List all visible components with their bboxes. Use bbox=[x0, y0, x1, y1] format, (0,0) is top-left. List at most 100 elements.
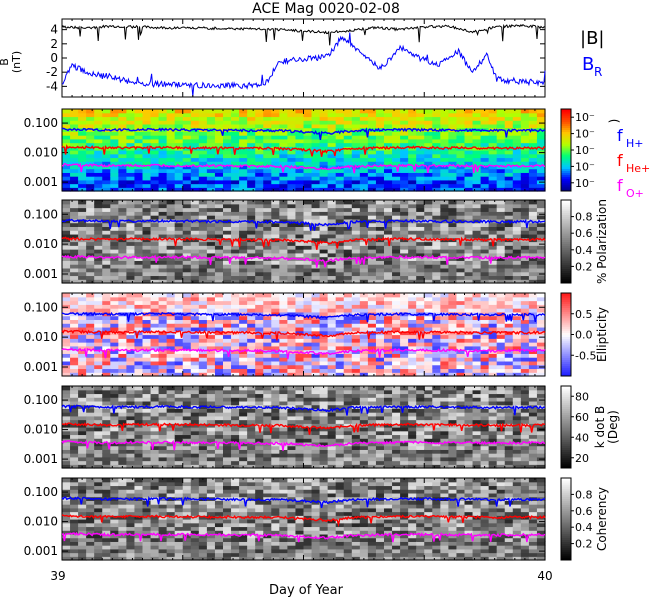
heatmap-cell bbox=[488, 123, 498, 129]
heatmap-cell bbox=[78, 449, 87, 454]
heatmap-cell bbox=[311, 120, 321, 125]
colorbar-step bbox=[561, 156, 571, 159]
heatmap-cell bbox=[351, 386, 361, 391]
heatmap-cell bbox=[182, 304, 192, 309]
heatmap-cell bbox=[214, 267, 224, 273]
heatmap-cell bbox=[504, 264, 514, 269]
heatmap-cell bbox=[432, 252, 441, 258]
heatmap-cell bbox=[367, 176, 377, 181]
heatmap-cell bbox=[110, 179, 119, 185]
heatmap-cell bbox=[512, 153, 522, 159]
y-tick-label: 0.010 bbox=[24, 146, 58, 160]
heatmap-cell bbox=[206, 441, 216, 447]
heatmap-cell bbox=[416, 342, 425, 347]
heatmap-cell bbox=[512, 161, 522, 166]
heatmap-cell bbox=[102, 408, 111, 413]
heatmap-cell bbox=[110, 357, 119, 362]
heatmap-cell bbox=[392, 245, 401, 250]
heatmap-cell bbox=[327, 211, 337, 216]
heatmap-cell bbox=[214, 372, 224, 377]
heatmap-cell bbox=[102, 112, 111, 118]
heatmap-cell bbox=[239, 245, 248, 250]
heatmap-cell bbox=[110, 296, 119, 302]
heatmap-cell bbox=[223, 215, 232, 220]
heatmap-cell bbox=[327, 311, 337, 317]
heatmap-cell bbox=[440, 153, 449, 159]
heatmap-cell bbox=[86, 203, 95, 209]
heatmap-cell bbox=[70, 360, 79, 366]
heatmap-cell bbox=[319, 200, 329, 205]
heatmap-cell bbox=[142, 226, 152, 231]
heatmap-cell bbox=[464, 308, 474, 313]
heatmap-cell bbox=[126, 200, 136, 205]
heatmap-cell bbox=[400, 267, 409, 273]
heatmap-cell bbox=[279, 153, 288, 159]
heatmap-cell bbox=[214, 415, 224, 421]
heatmap-cell bbox=[335, 296, 345, 302]
heatmap-cell bbox=[488, 349, 498, 354]
heatmap-cell bbox=[94, 252, 103, 258]
heatmap-cell bbox=[70, 138, 79, 144]
heatmap-cell bbox=[472, 315, 482, 321]
heatmap-cell bbox=[440, 207, 449, 212]
heatmap-cell bbox=[174, 164, 184, 170]
heatmap-cell bbox=[70, 150, 79, 155]
heatmap-cell bbox=[142, 449, 152, 454]
heatmap-cell bbox=[464, 245, 474, 250]
heatmap-cell bbox=[440, 296, 449, 302]
heatmap-cell bbox=[206, 445, 216, 450]
heatmap-cell bbox=[295, 279, 305, 284]
heatmap-cell bbox=[343, 275, 353, 280]
heatmap-cell bbox=[295, 267, 305, 273]
heatmap-cell bbox=[528, 267, 538, 273]
heatmap-cell bbox=[504, 296, 514, 302]
heatmap-cell bbox=[255, 279, 264, 284]
heatmap-cell bbox=[263, 267, 272, 273]
heatmap-cell bbox=[214, 460, 224, 465]
heatmap-cell bbox=[496, 183, 506, 188]
heatmap-cell bbox=[134, 372, 144, 377]
heatmap-cell bbox=[94, 389, 103, 395]
heatmap-cell bbox=[118, 200, 127, 205]
heatmap-cell bbox=[247, 267, 256, 273]
heatmap-cell bbox=[206, 342, 216, 347]
heatmap-cell bbox=[384, 109, 393, 114]
heatmap-cell bbox=[110, 300, 119, 305]
colorbar-step bbox=[561, 131, 571, 135]
heatmap-cell bbox=[102, 438, 111, 443]
heatmap-cell bbox=[158, 179, 168, 185]
heatmap-cell bbox=[432, 345, 441, 351]
heatmap-cell bbox=[408, 179, 417, 185]
heatmap-cell bbox=[335, 109, 345, 114]
heatmap-cell bbox=[335, 323, 345, 328]
heatmap-cell bbox=[263, 161, 272, 166]
heatmap-cell bbox=[158, 296, 168, 302]
heatmap-cell bbox=[392, 267, 401, 273]
heatmap-cell bbox=[198, 449, 208, 454]
heatmap-cell bbox=[351, 438, 361, 443]
heatmap-cell bbox=[190, 304, 200, 309]
heatmap-cell bbox=[78, 438, 87, 443]
heatmap-cell bbox=[528, 203, 538, 209]
heatmap-cell bbox=[190, 415, 200, 421]
heatmap-cell bbox=[375, 116, 385, 121]
heatmap-cell bbox=[351, 237, 361, 243]
heatmap-cell bbox=[70, 203, 79, 209]
heatmap-cell bbox=[158, 203, 168, 209]
heatmap-cell bbox=[118, 345, 127, 351]
heatmap-cell bbox=[295, 293, 305, 298]
heatmap-cell bbox=[343, 161, 353, 166]
heatmap-cell bbox=[158, 389, 168, 395]
heatmap-cell bbox=[102, 176, 111, 181]
heatmap-cell bbox=[504, 323, 514, 328]
heatmap-cell bbox=[70, 260, 79, 265]
heatmap-cell bbox=[488, 207, 498, 212]
heatmap-cell bbox=[400, 131, 409, 136]
heatmap-cell bbox=[400, 338, 409, 343]
y-tick-label: 0 bbox=[50, 51, 58, 65]
heatmap-cell bbox=[528, 161, 538, 166]
heatmap-cell bbox=[78, 245, 87, 250]
heatmap-cell bbox=[432, 203, 441, 209]
heatmap-cell bbox=[287, 161, 297, 166]
heatmap-cell bbox=[118, 116, 127, 121]
